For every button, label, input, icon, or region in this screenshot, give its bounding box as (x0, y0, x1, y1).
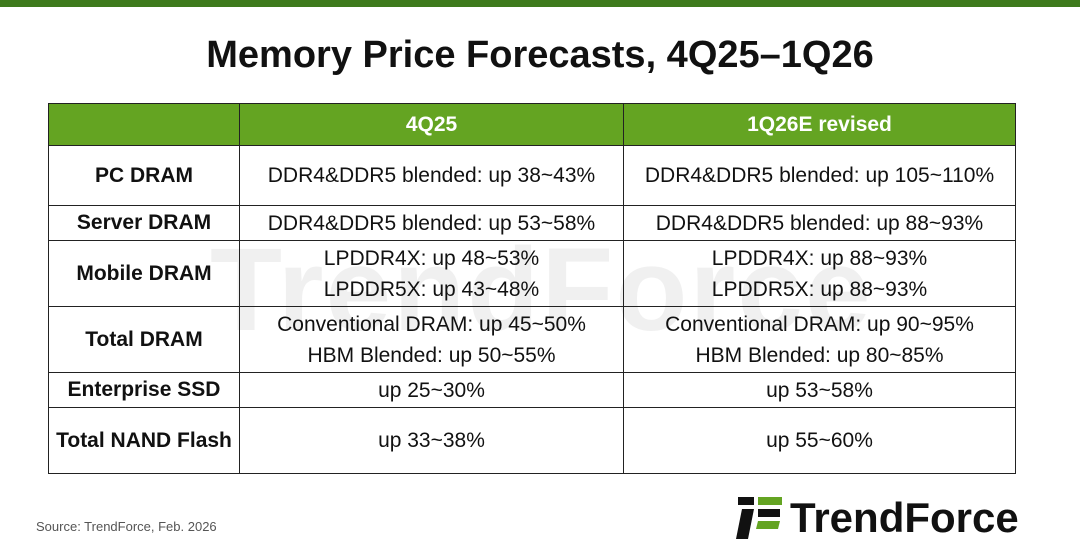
source: Source: TrendForce, Feb. 2026 (36, 519, 217, 534)
top-bar (0, 0, 1080, 7)
table-row: Mobile DRAM LPDDR4X: up 48~53% LPDDR5X: up… (48, 240, 1016, 307)
logo-icon (758, 497, 782, 505)
row-label: Total DRAM (48, 306, 240, 373)
logo-icon (758, 509, 780, 517)
logo-icon (736, 509, 754, 539)
cell: DDR4&DDR5 blended: up 88~93% (623, 205, 1016, 241)
title: Memory Price Forecasts, 4Q25–1Q26 (206, 34, 874, 76)
row-label: Enterprise SSD (48, 372, 240, 408)
cell: DDR4&DDR5 blended: up 53~58% (239, 205, 624, 241)
cell: DDR4&DDR5 blended: up 105~110% (623, 145, 1016, 206)
cell: DDR4&DDR5 blended: up 38~43% (239, 145, 624, 206)
cell-line: DDR4&DDR5 blended: up 105~110% (644, 164, 995, 187)
cell: LPDDR4X: up 88~93% LPDDR5X: up 88~93% (623, 240, 1016, 307)
cell: Conventional DRAM: up 45~50% HBM Blended:… (239, 306, 624, 373)
cell-line: LPDDR5X: up 43~48% (323, 277, 540, 301)
cell: LPDDR4X: up 48~53% LPDDR5X: up 43~48% (239, 240, 624, 307)
cell-line: DDR4&DDR5 blended: up 88~93% (655, 211, 984, 235)
cell-line: HBM Blended: up 50~55% (307, 343, 556, 367)
cell: Conventional DRAM: up 90~95% HBM Blended:… (623, 306, 1016, 373)
logo: TrendForce (736, 494, 1019, 541)
cell-line: LPDDR4X: up 88~93% (711, 246, 928, 270)
row-label: Server DRAM (48, 205, 240, 241)
cell-line: DDR4&DDR5 blended: up 38~43% (267, 164, 596, 187)
row-label: Mobile DRAM (48, 240, 240, 307)
column-header: 4Q25 (239, 103, 624, 146)
table-row: Total DRAM Conventional DRAM: up 45~50% HB… (48, 306, 1016, 373)
column-header: 1Q26E revised (623, 103, 1016, 146)
cell-line: LPDDR5X: up 88~93% (711, 277, 928, 301)
cell: up 55~60% (623, 407, 1016, 474)
cell-line: up 25~30% (378, 378, 485, 402)
table-row: Total NAND Flash up 33~38% up 55~60% (48, 407, 1016, 474)
forecast-table: 4Q25 1Q26E revised PC DRAM DDR4&DDR5 blend… (48, 103, 1016, 474)
cell-line: up 55~60% (766, 429, 873, 452)
cell-line: up 53~58% (766, 378, 873, 402)
cell: up 33~38% (239, 407, 624, 474)
cell-line: HBM Blended: up 80~85% (695, 343, 944, 367)
cell-line: LPDDR4X: up 48~53% (323, 246, 540, 270)
cell-line: Conventional DRAM: up 45~50% (277, 312, 586, 336)
cell-line: DDR4&DDR5 blended: up 53~58% (267, 211, 596, 235)
logo-text: TrendForce (790, 494, 1019, 541)
row-label: PC DRAM (48, 145, 240, 206)
cell: up 25~30% (239, 372, 624, 408)
corner-cell (48, 103, 240, 146)
cell: up 53~58% (623, 372, 1016, 408)
logo-icon (756, 521, 780, 529)
table-row: PC DRAM DDR4&DDR5 blended: up 38~43% DDR4&… (48, 145, 1016, 206)
header-row: 4Q25 1Q26E revised (48, 103, 1016, 146)
cell-line: Conventional DRAM: up 90~95% (665, 312, 974, 336)
table-row: Server DRAM DDR4&DDR5 blended: up 53~58% D… (48, 205, 1016, 241)
logo-icon (738, 497, 754, 505)
cell-line: up 33~38% (378, 429, 485, 452)
table-row: Enterprise SSD up 25~30% up 53~58% (48, 372, 1016, 408)
row-label: Total NAND Flash (48, 407, 240, 474)
